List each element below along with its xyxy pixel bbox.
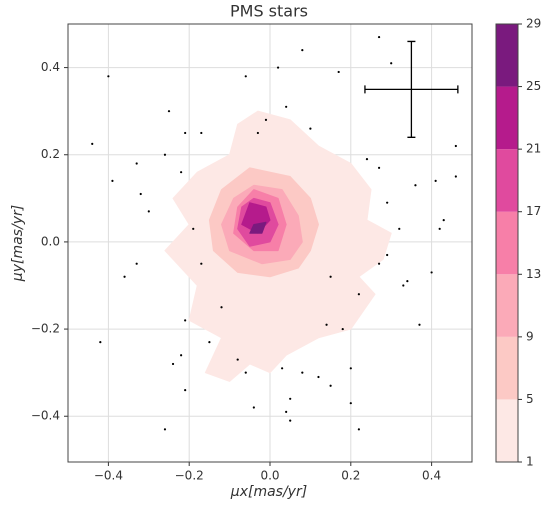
y-tick-label: 0.2 [41, 147, 60, 161]
scatter-point [107, 75, 110, 78]
scatter-point [236, 358, 239, 361]
scatter-point [135, 162, 138, 165]
scatter-point [180, 354, 183, 357]
scatter-point [349, 402, 352, 405]
scatter-point [434, 179, 437, 182]
scatter-point [139, 192, 142, 196]
colorbar-frame [495, 23, 519, 463]
scatter-point [398, 227, 401, 230]
scatter-point [377, 262, 381, 265]
scatter-point [135, 262, 138, 265]
chart-title: PMS stars [230, 2, 308, 21]
scatter-point [184, 319, 187, 322]
x-axis-label: μx[mas/yr] [230, 484, 307, 500]
colorbar-tick-label: 17 [526, 204, 541, 218]
colorbar-tick-label: 13 [526, 267, 541, 281]
scatter-point [276, 66, 280, 69]
scatter-point [386, 253, 389, 257]
error-bar-y [407, 40, 416, 138]
colorbar-tick-label: 21 [526, 142, 541, 156]
scatter-point [438, 227, 441, 230]
scatter-point [357, 428, 360, 431]
scatter-point [264, 118, 268, 121]
scatter-point [414, 184, 417, 187]
scatter-point [252, 406, 255, 409]
scatter-point [329, 384, 332, 387]
colorbar-band [496, 274, 518, 337]
scatter-point [289, 397, 292, 400]
scatter-point [147, 210, 150, 213]
scatter-point [244, 371, 247, 374]
scatter-point [167, 110, 171, 113]
scatter-point [192, 227, 195, 230]
colorbar-band [496, 149, 518, 212]
colorbar-tick-label: 9 [526, 329, 534, 343]
scatter-point [184, 388, 187, 392]
scatter-point [184, 131, 187, 135]
y-tick-label: −0.4 [31, 409, 60, 423]
scatter-point [454, 144, 457, 148]
contour-band [249, 221, 267, 234]
colorbar-tick-label: 29 [526, 17, 541, 31]
scatter-point [200, 131, 203, 135]
scatter-point [309, 127, 312, 130]
scatter-point [402, 284, 405, 287]
scatter-point [341, 327, 344, 331]
colorbar-tick-label: 5 [526, 392, 534, 406]
y-tick-label: 0.0 [41, 234, 60, 248]
scatter-point [171, 362, 175, 366]
scatter-point [329, 275, 332, 278]
scatter-point [337, 70, 340, 74]
scatter-point [430, 271, 433, 274]
scatter-point [377, 35, 381, 39]
y-axis-label: μy[mas/yr] [10, 205, 26, 282]
x-tick-label: 0.0 [260, 469, 279, 483]
scatter-point [111, 179, 114, 182]
y-tick-label: 0.4 [41, 60, 60, 74]
plot-frame [67, 23, 473, 463]
colorbar-band [496, 399, 518, 462]
x-tick-label: 0.4 [422, 469, 441, 483]
scatter-point [281, 367, 284, 370]
scatter-point [123, 275, 126, 278]
colorbar-band [496, 211, 518, 275]
scatter-point [220, 306, 223, 309]
x-tick-label: −0.4 [94, 469, 123, 483]
scatter-point [163, 428, 167, 431]
scatter-point [349, 367, 352, 370]
scatter-point [289, 419, 292, 422]
scatter-point [454, 175, 457, 178]
scatter-point [285, 410, 288, 413]
scatter-point [406, 280, 409, 283]
scatter-point [208, 341, 211, 344]
scatter-point [365, 158, 369, 161]
scatter-point [418, 323, 421, 326]
colorbar-band [496, 336, 518, 400]
scatter-point [163, 153, 167, 156]
x-tick-label: −0.2 [175, 469, 204, 483]
scatter-point [386, 201, 389, 204]
scatter-point [377, 166, 381, 169]
scatter-point [256, 131, 259, 135]
scatter-point [285, 105, 288, 108]
scatter-point [180, 171, 183, 174]
scatter-point [442, 219, 445, 222]
scatter-point [357, 293, 360, 296]
scatter-point [301, 49, 304, 52]
scatter-point [325, 323, 328, 326]
scatter-point [317, 375, 320, 379]
x-tick-label: 0.2 [341, 469, 360, 483]
y-tick-label: −0.2 [31, 322, 60, 336]
scatter-point [91, 142, 94, 145]
colorbar-tick-label: 1 [526, 455, 534, 469]
scatter-point [200, 262, 203, 265]
colorbar-band [496, 86, 518, 150]
scatter-point [390, 62, 393, 65]
scatter-point [244, 75, 247, 78]
colorbar-band [496, 24, 518, 87]
scatter-point [99, 341, 102, 344]
scatter-point [301, 371, 304, 374]
colorbar-tick-label: 25 [526, 79, 541, 93]
